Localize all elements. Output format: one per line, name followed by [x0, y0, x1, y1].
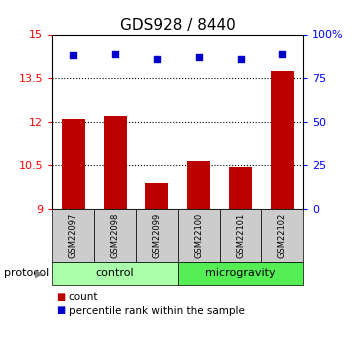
Title: GDS928 / 8440: GDS928 / 8440: [120, 18, 236, 33]
Point: [154, 56, 160, 62]
Bar: [104, 116, 127, 209]
Text: ▶: ▶: [35, 268, 44, 278]
Point: [238, 56, 243, 62]
Bar: [178, 262, 303, 285]
Point: [196, 55, 201, 60]
Text: GSM22100: GSM22100: [194, 213, 203, 258]
Bar: [187, 161, 210, 209]
Text: GSM22097: GSM22097: [69, 213, 78, 258]
Bar: [178, 209, 219, 262]
Bar: [271, 71, 294, 209]
Text: microgravity: microgravity: [205, 268, 276, 278]
Text: GSM22101: GSM22101: [236, 213, 245, 258]
Text: GSM22098: GSM22098: [110, 213, 119, 258]
Bar: [94, 209, 136, 262]
Bar: [145, 183, 168, 209]
Bar: [261, 209, 303, 262]
Bar: [136, 209, 178, 262]
Bar: [52, 209, 94, 262]
Bar: [52, 262, 178, 285]
Bar: [62, 119, 85, 209]
Text: percentile rank within the sample: percentile rank within the sample: [69, 306, 244, 315]
Text: control: control: [96, 268, 134, 278]
Text: GSM22099: GSM22099: [152, 213, 161, 258]
Text: ■: ■: [56, 306, 65, 315]
Bar: [219, 209, 261, 262]
Point: [112, 51, 118, 57]
Text: protocol: protocol: [4, 268, 49, 278]
Text: count: count: [69, 292, 98, 302]
Bar: [229, 167, 252, 209]
Point: [70, 53, 76, 58]
Text: GSM22102: GSM22102: [278, 213, 287, 258]
Text: ■: ■: [56, 292, 65, 302]
Point: [279, 51, 285, 57]
